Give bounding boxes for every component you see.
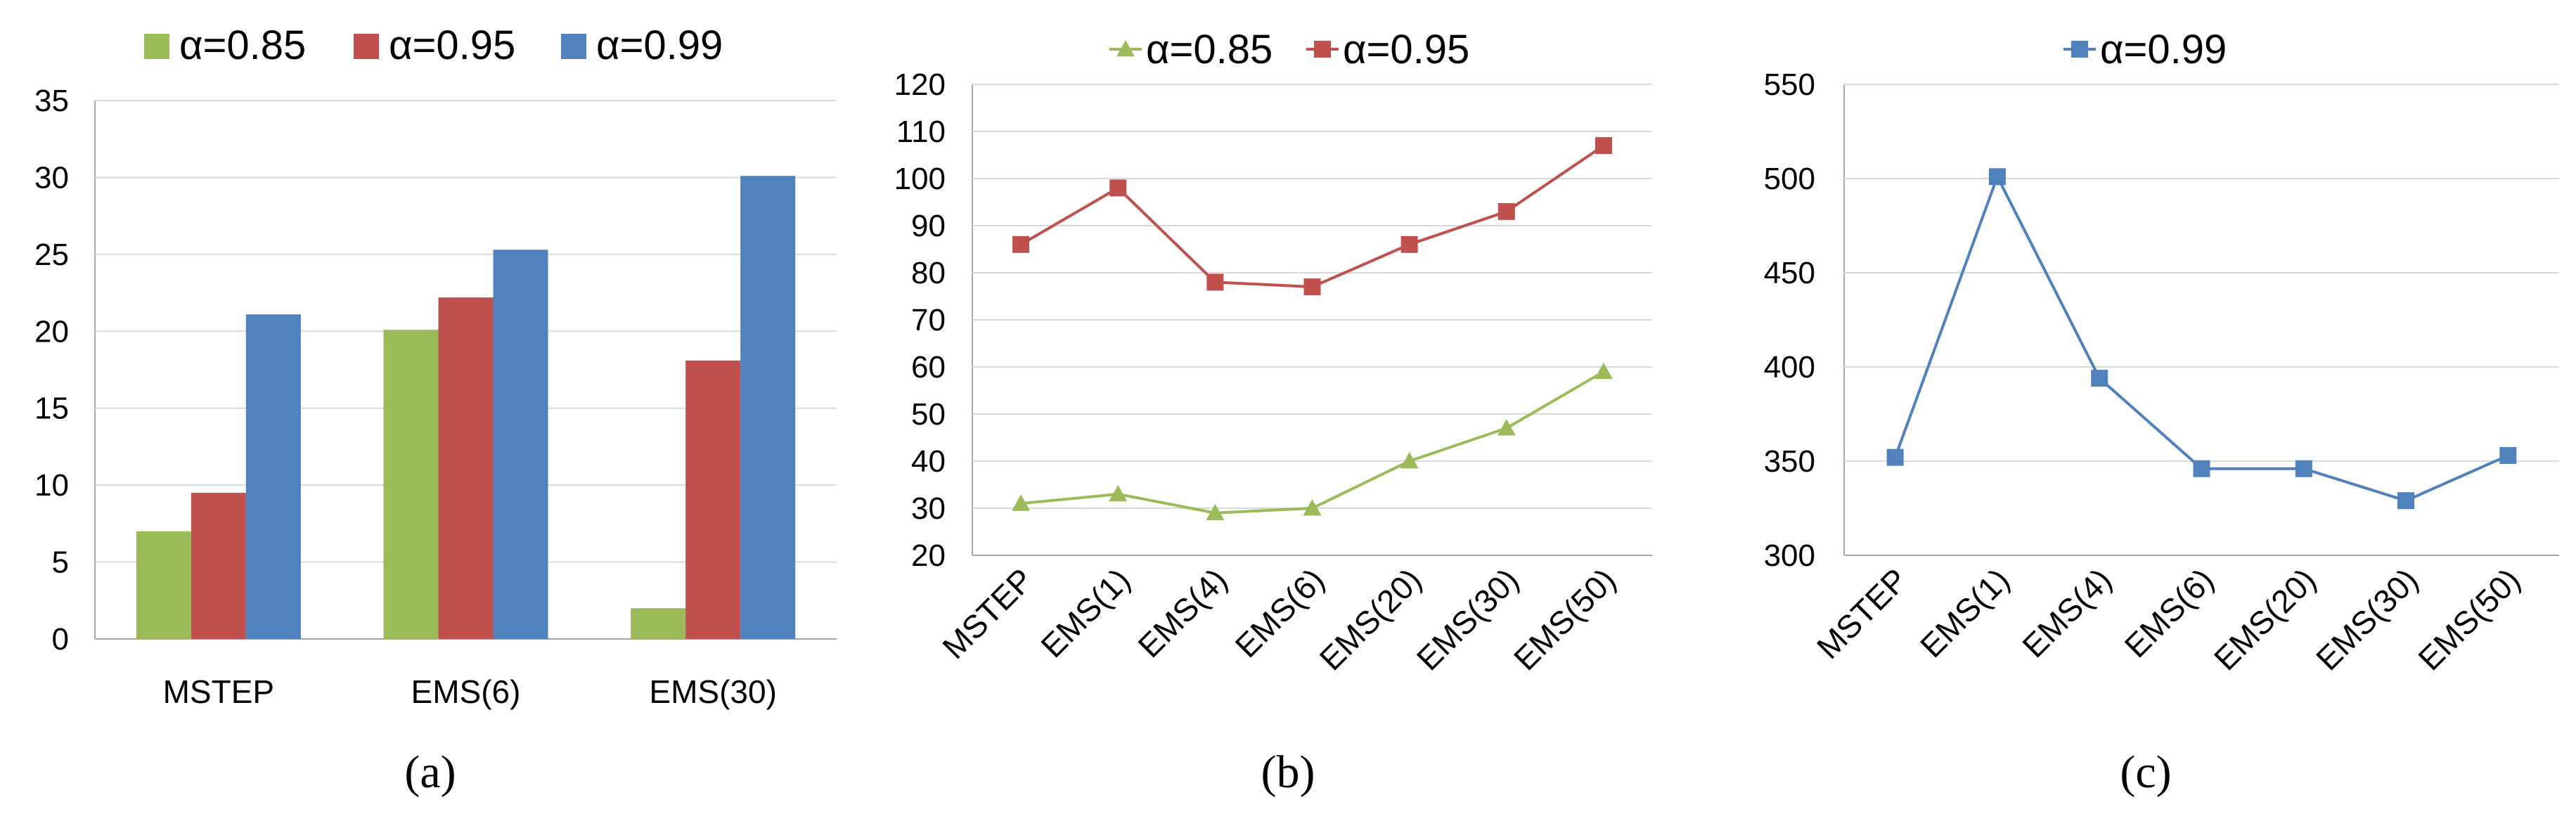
chart-c-line-chart: 300 350 400 450 500 550 MSTEPEMS(1)EMS(4)EMS(6… <box>1764 27 2559 677</box>
x-tick-label: EMS(50) <box>1507 561 1623 677</box>
series-line-1 <box>1893 173 2509 503</box>
point-1-2 <box>1109 484 1128 502</box>
legend-marker <box>1314 41 1331 58</box>
y-tick-label: 25 <box>34 238 69 272</box>
legend-swatch <box>561 34 586 59</box>
y-tick-label: 110 <box>896 115 946 149</box>
caption-a: (a) <box>404 747 456 798</box>
y-tick-label: 35 <box>34 84 69 118</box>
bar-2-3 <box>685 360 741 639</box>
point-1-1 <box>1012 494 1031 511</box>
bar-2-1 <box>191 493 246 639</box>
y-tick-label: 500 <box>1764 162 1815 196</box>
x-tick-label: EMS(30) <box>2309 561 2425 677</box>
x-tick-label: MSTEP <box>935 561 1040 666</box>
x-tick-label: EMS(6) <box>411 673 521 710</box>
legend-marker <box>1116 40 1135 57</box>
legend-swatch <box>354 34 379 59</box>
legend-label: α=0.85 <box>179 22 306 68</box>
y-tick-label: 5 <box>52 545 69 580</box>
y-tick-label: 0 <box>52 622 69 657</box>
y-tick-label: 50 <box>911 397 946 432</box>
y-tick-label: 70 <box>911 303 946 337</box>
y-tick-label: 15 <box>34 392 69 426</box>
chart-b-line-chart: 2030405060708090100110120MSTEPEMS(1)EMS(… <box>894 27 1652 677</box>
x-tick-label: EMS(4) <box>2015 561 2118 664</box>
x-tick-label: MSTEP <box>163 673 274 710</box>
x-tick-label: EMS(1) <box>1913 561 2016 664</box>
point-1-6 <box>1497 419 1516 436</box>
y-tick-label: 20 <box>911 538 946 573</box>
point-2-3 <box>1206 273 1224 291</box>
y-tick-label: 450 <box>1764 256 1815 290</box>
y-tick-label: 100 <box>894 162 946 196</box>
legend-label: α=0.95 <box>1343 27 1469 72</box>
point-1-5 <box>1400 452 1419 469</box>
point-1-1 <box>1886 448 1904 466</box>
bar-3-1 <box>245 314 301 639</box>
y-tick-label: 30 <box>911 491 946 526</box>
point-2-2 <box>1109 179 1127 197</box>
point-1-6 <box>2397 492 2415 510</box>
chart-a-bar-chart: 0 5 10 15 20 25 30 35 MSTEP EMS(6) EMS(30) α=0.85 α=… <box>34 22 837 710</box>
point-2-4 <box>1303 278 1321 296</box>
legend-marker <box>2071 41 2088 58</box>
legend-swatch <box>144 34 169 59</box>
point-2-5 <box>1400 235 1418 253</box>
y-tick-label: 20 <box>34 314 69 349</box>
caption-c: (c) <box>2120 747 2171 798</box>
y-tick-label: 60 <box>911 350 946 385</box>
x-tick-label: EMS(30) <box>649 673 776 710</box>
y-tick-label: 350 <box>1764 444 1815 479</box>
series-line-1 <box>1020 370 1604 515</box>
y-tick-label: 90 <box>911 209 946 243</box>
y-tick-label: 80 <box>911 256 946 290</box>
y-tick-label: 120 <box>894 67 946 102</box>
point-1-7 <box>2499 446 2517 464</box>
legend-label: α=0.85 <box>1146 27 1273 72</box>
y-tick-label: 550 <box>1764 67 1815 102</box>
point-1-3 <box>2091 370 2108 387</box>
x-tick-label: MSTEP <box>1810 561 1914 666</box>
point-1-7 <box>1594 362 1613 380</box>
y-tick-label: 40 <box>911 444 946 479</box>
point-1-2 <box>1988 168 2006 186</box>
x-tick-label: EMS(50) <box>2411 561 2527 677</box>
caption-b: (b) <box>1261 747 1315 798</box>
x-tick-label: EMS(6) <box>2118 561 2221 664</box>
bar-1-2 <box>383 330 439 639</box>
series-line-2 <box>1020 144 1605 289</box>
x-tick-label: EMS(30) <box>1410 561 1526 677</box>
x-tick-label: EMS(20) <box>2207 561 2323 677</box>
point-2-6 <box>1498 202 1515 220</box>
bar-1-3 <box>631 608 686 639</box>
legend-label: α=0.99 <box>596 22 723 68</box>
bar-2-2 <box>438 297 494 639</box>
legend-label: α=0.99 <box>2100 27 2227 72</box>
point-1-5 <box>2295 460 2312 477</box>
y-tick-label: 300 <box>1764 538 1815 573</box>
point-1-4 <box>1303 499 1322 516</box>
point-1-3 <box>1206 503 1225 521</box>
y-tick-label: 10 <box>34 468 69 503</box>
bar-1-1 <box>136 531 191 639</box>
bar-3-2 <box>493 250 548 639</box>
legend-label: α=0.95 <box>389 22 515 68</box>
point-1-4 <box>2193 460 2210 477</box>
point-2-1 <box>1012 235 1030 253</box>
x-tick-label: EMS(20) <box>1313 561 1429 677</box>
y-tick-label: 400 <box>1764 350 1815 385</box>
y-tick-label: 30 <box>34 160 69 195</box>
point-2-7 <box>1595 137 1612 155</box>
bar-3-3 <box>740 176 796 640</box>
x-tick-label: EMS(1) <box>1033 561 1137 664</box>
x-tick-label: EMS(4) <box>1131 561 1234 664</box>
